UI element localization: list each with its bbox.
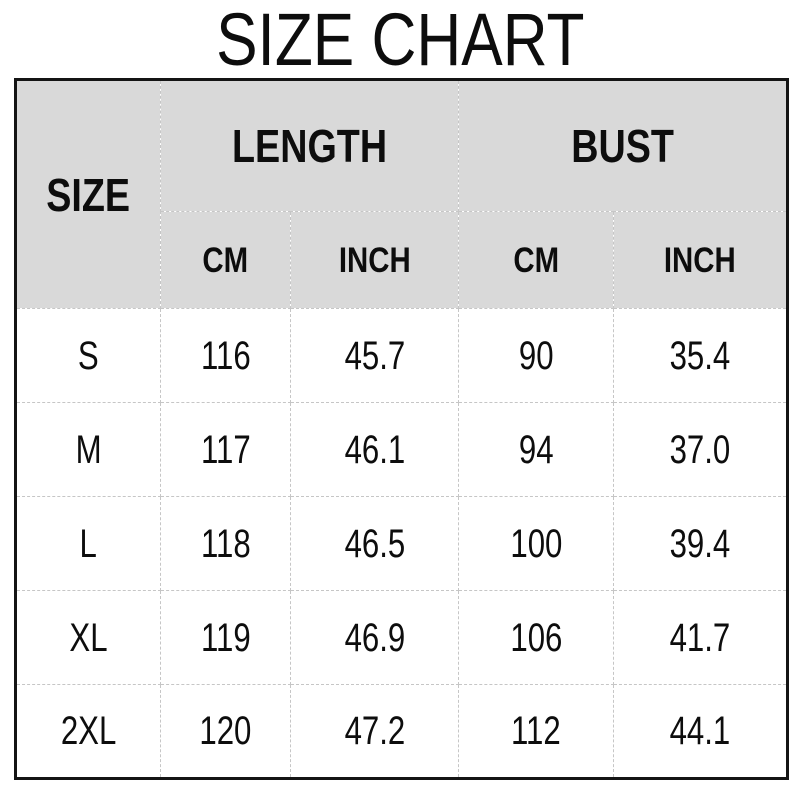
cell-value: 37.0 bbox=[669, 427, 731, 472]
cell-value: 117 bbox=[200, 427, 251, 472]
subheader-bust-cm-label: CM bbox=[513, 240, 559, 280]
cell-value: 39.4 bbox=[669, 521, 731, 566]
size-cell: L bbox=[15, 496, 161, 591]
value-cell: 118 bbox=[160, 496, 291, 591]
cell-value: 106 bbox=[509, 615, 563, 660]
value-cell: 46.9 bbox=[289, 590, 460, 685]
value-cell: 112 bbox=[458, 684, 615, 779]
value-cell: 35.4 bbox=[613, 308, 789, 403]
size-cell: XL bbox=[15, 590, 161, 685]
size-value: L bbox=[79, 521, 98, 566]
subheader-length-inch: INCH bbox=[289, 211, 460, 309]
size-value: XL bbox=[69, 615, 108, 660]
cell-value: 44.1 bbox=[669, 709, 731, 753]
size-value: S bbox=[78, 333, 99, 378]
value-cell: 100 bbox=[458, 496, 615, 591]
size-chart-table: SIZE LENGTH BUST CM INCH CM bbox=[14, 78, 790, 780]
cell-value: 90 bbox=[518, 333, 554, 378]
col-header-length: LENGTH bbox=[159, 79, 460, 212]
value-cell: 90 bbox=[458, 308, 615, 403]
value-cell: 106 bbox=[458, 590, 615, 685]
value-cell: 45.7 bbox=[289, 308, 460, 403]
cell-value: 94 bbox=[518, 427, 554, 472]
cell-value: 41.7 bbox=[669, 615, 731, 660]
size-cell: 2XL bbox=[15, 684, 161, 779]
size-cell: S bbox=[15, 308, 161, 403]
table-row: M 117 46.1 94 37.0 bbox=[15, 402, 789, 497]
cell-value: 46.9 bbox=[344, 615, 405, 660]
cell-value: 100 bbox=[509, 521, 563, 566]
cell-value: 118 bbox=[200, 521, 251, 566]
page-title: SIZE CHART bbox=[0, 0, 800, 78]
value-cell: 41.7 bbox=[613, 590, 789, 685]
table-header: SIZE LENGTH BUST CM INCH CM bbox=[15, 79, 789, 309]
value-cell: 116 bbox=[160, 308, 291, 403]
value-cell: 46.1 bbox=[289, 402, 460, 497]
value-cell: 94 bbox=[458, 402, 615, 497]
size-value: 2XL bbox=[60, 709, 117, 753]
value-cell: 120 bbox=[160, 684, 291, 779]
subheader-length-cm: CM bbox=[160, 211, 291, 309]
cell-value: 47.2 bbox=[344, 709, 405, 753]
subheader-bust-cm: CM bbox=[458, 211, 615, 309]
size-value: M bbox=[75, 427, 102, 472]
cell-value: 119 bbox=[200, 615, 251, 660]
col-header-size: SIZE bbox=[15, 79, 161, 309]
value-cell: 39.4 bbox=[613, 496, 789, 591]
cell-value: 120 bbox=[199, 709, 252, 753]
table-row: XL 119 46.9 106 41.7 bbox=[15, 590, 789, 685]
col-header-length-label: LENGTH bbox=[231, 120, 388, 172]
header-row-units: CM INCH CM INCH bbox=[16, 211, 789, 309]
cell-value: 116 bbox=[200, 333, 251, 378]
subheader-length-inch-label: INCH bbox=[338, 240, 411, 280]
cell-value: 46.5 bbox=[344, 521, 405, 566]
table-row: L 118 46.5 100 39.4 bbox=[15, 496, 789, 591]
cell-value: 112 bbox=[511, 709, 561, 753]
table-row: 2XL 120 47.2 112 44.1 bbox=[15, 684, 789, 779]
table-row: S 116 45.7 90 35.4 bbox=[15, 308, 789, 403]
subheader-length-cm-label: CM bbox=[202, 240, 249, 280]
col-header-bust-label: BUST bbox=[571, 120, 674, 172]
value-cell: 117 bbox=[160, 402, 291, 497]
size-cell: M bbox=[15, 402, 161, 497]
value-cell: 44.1 bbox=[613, 684, 789, 779]
col-header-bust: BUST bbox=[458, 79, 789, 212]
header-row-groups: SIZE LENGTH BUST bbox=[15, 79, 789, 309]
cell-value: 35.4 bbox=[669, 333, 731, 378]
cell-value: 45.7 bbox=[344, 333, 405, 378]
value-cell: 119 bbox=[160, 590, 291, 685]
page-title-text: SIZE CHART bbox=[215, 0, 585, 81]
value-cell: 46.5 bbox=[289, 496, 460, 591]
cell-value: 46.1 bbox=[344, 427, 405, 472]
subheader-bust-inch-label: INCH bbox=[664, 240, 736, 280]
col-header-size-label: SIZE bbox=[46, 168, 131, 221]
table-body: S 116 45.7 90 35.4 M 117 46.1 94 37.0 L … bbox=[15, 308, 789, 779]
subheader-bust-inch: INCH bbox=[613, 211, 789, 309]
value-cell: 47.2 bbox=[289, 684, 460, 779]
value-cell: 37.0 bbox=[613, 402, 789, 497]
